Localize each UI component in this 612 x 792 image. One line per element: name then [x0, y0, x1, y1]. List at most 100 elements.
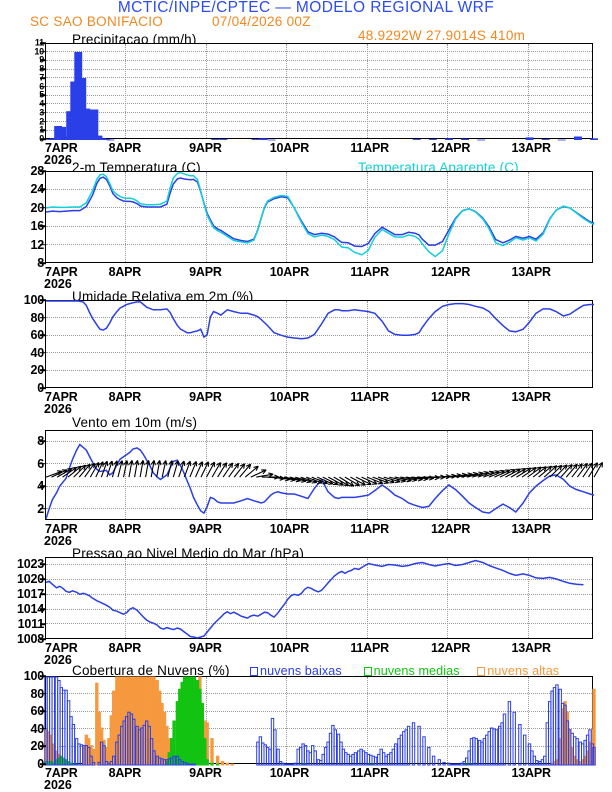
bar — [445, 138, 453, 140]
y-tick-mark — [40, 243, 46, 246]
plot-area-humidity — [45, 300, 594, 388]
series-line — [46, 300, 594, 340]
gridline-v — [527, 301, 529, 387]
y-tick-mark — [40, 728, 46, 730]
bar — [82, 108, 91, 140]
gridline-h — [46, 745, 592, 747]
y-axis-pressure: 1008 1011 1014 1017 1020 1023 — [0, 557, 44, 646]
x-tick-label: 13APR — [511, 641, 551, 655]
x-tick-label: 10APR — [269, 141, 310, 155]
y-tick-label: 1008 — [16, 632, 44, 646]
x-axis-year: 2026 — [44, 402, 72, 416]
x-tick-label: 11APR — [350, 390, 389, 404]
cloud-legend-1: nuvens medias — [363, 664, 460, 678]
x-tick-label: 12APR — [430, 522, 471, 536]
gridline-v — [124, 172, 126, 262]
y-tick-mark — [40, 316, 46, 319]
x-tick-label: 12APR — [430, 641, 471, 655]
plot-area-pressure — [45, 557, 593, 639]
bar — [590, 138, 598, 140]
bar — [518, 724, 522, 766]
gridline-v — [205, 558, 207, 638]
gridline-h — [46, 51, 592, 53]
x-tick-label: 8APR — [108, 522, 142, 536]
legend-label-0: nuvens baixas — [260, 664, 342, 678]
bar — [541, 139, 550, 140]
bar — [535, 760, 539, 766]
y-tick-label: 16 — [30, 219, 44, 234]
y-tick-mark — [40, 692, 46, 695]
y-tick-label: 40 — [30, 721, 44, 736]
x-tick-label: 9APR — [189, 265, 222, 279]
x-tick-label: 10APR — [269, 766, 310, 780]
x-tick-label: 13APR — [511, 522, 551, 536]
x-tick-label: 7APR — [45, 390, 78, 404]
panel-title-clouds: Cobertura de Nuvens (%) — [72, 663, 230, 678]
bar — [251, 139, 260, 140]
bar — [406, 725, 411, 766]
gridline-h — [46, 129, 592, 131]
bar — [152, 750, 156, 766]
bar — [422, 736, 426, 766]
bar — [66, 111, 75, 140]
y-tick-label: 40 — [30, 345, 44, 360]
bar — [502, 713, 507, 766]
bar — [411, 722, 416, 766]
gridline-v — [447, 172, 449, 262]
x-tick-label: 10APR — [269, 522, 310, 536]
gridline-h — [46, 508, 592, 510]
y-tick-mark — [40, 299, 46, 301]
x-tick-label: 12APR — [430, 766, 471, 780]
legend-swatch-2 — [477, 667, 486, 676]
x-tick-label: 13APR — [511, 141, 551, 155]
gridline-v — [527, 677, 529, 763]
bar — [220, 761, 225, 766]
bar — [230, 763, 234, 766]
gridline-h — [46, 244, 592, 245]
y-axis-wind: 2468 — [0, 430, 44, 520]
gridline-h — [46, 77, 592, 79]
bar — [78, 78, 87, 140]
x-axis-precipitation: 7APR 8APR 9APR 10APR 11APR 12APR 13APR — [45, 139, 593, 165]
bar — [412, 139, 421, 140]
gridline-v — [205, 44, 207, 138]
x-axis-humidity: 7APR 8APR 9APR 10APR 11APR 12APR 13APR — [45, 388, 593, 414]
bar — [442, 761, 446, 766]
gridline-h — [46, 578, 592, 580]
y-tick-mark — [40, 387, 46, 389]
y-tick-mark — [40, 675, 46, 677]
gridline-v — [124, 558, 126, 638]
bar — [200, 702, 205, 766]
bar — [454, 763, 458, 766]
x-tick-label: 7APR — [45, 265, 78, 279]
x-axis-temperature: 7APR 8APR 9APR 10APR 11APR 12APR 13APR — [45, 263, 593, 289]
x-axis-year: 2026 — [44, 653, 72, 667]
bar — [523, 734, 527, 766]
x-tick-label: 10APR — [269, 390, 310, 404]
x-tick-label: 11APR — [350, 641, 389, 655]
x-tick-label: 9APR — [189, 141, 222, 155]
gridline-h — [46, 593, 592, 595]
station-name: SC SAO BONIFACIO — [30, 14, 164, 29]
x-tick-label: 10APR — [269, 641, 310, 655]
y-tick-mark — [40, 745, 46, 748]
y-tick-label: 100 — [23, 669, 44, 683]
y-tick-mark — [40, 623, 46, 625]
bar — [512, 711, 516, 766]
gridline-h — [46, 317, 592, 318]
bar-series-nuvens-baixas — [44, 676, 596, 766]
bar — [216, 763, 220, 766]
plot-area-clouds — [44, 676, 596, 766]
gridline-v — [286, 44, 288, 138]
y-tick-mark — [40, 763, 46, 765]
y-tick-mark — [40, 120, 46, 123]
bar — [477, 139, 486, 141]
gridline-v — [527, 431, 529, 519]
gridline-h — [46, 710, 592, 712]
gridline-h — [46, 623, 592, 625]
bar — [267, 139, 276, 141]
gridline-h — [46, 334, 592, 336]
y-tick-mark — [40, 593, 46, 596]
x-tick-label: 12APR — [430, 265, 471, 279]
bar — [427, 746, 431, 766]
